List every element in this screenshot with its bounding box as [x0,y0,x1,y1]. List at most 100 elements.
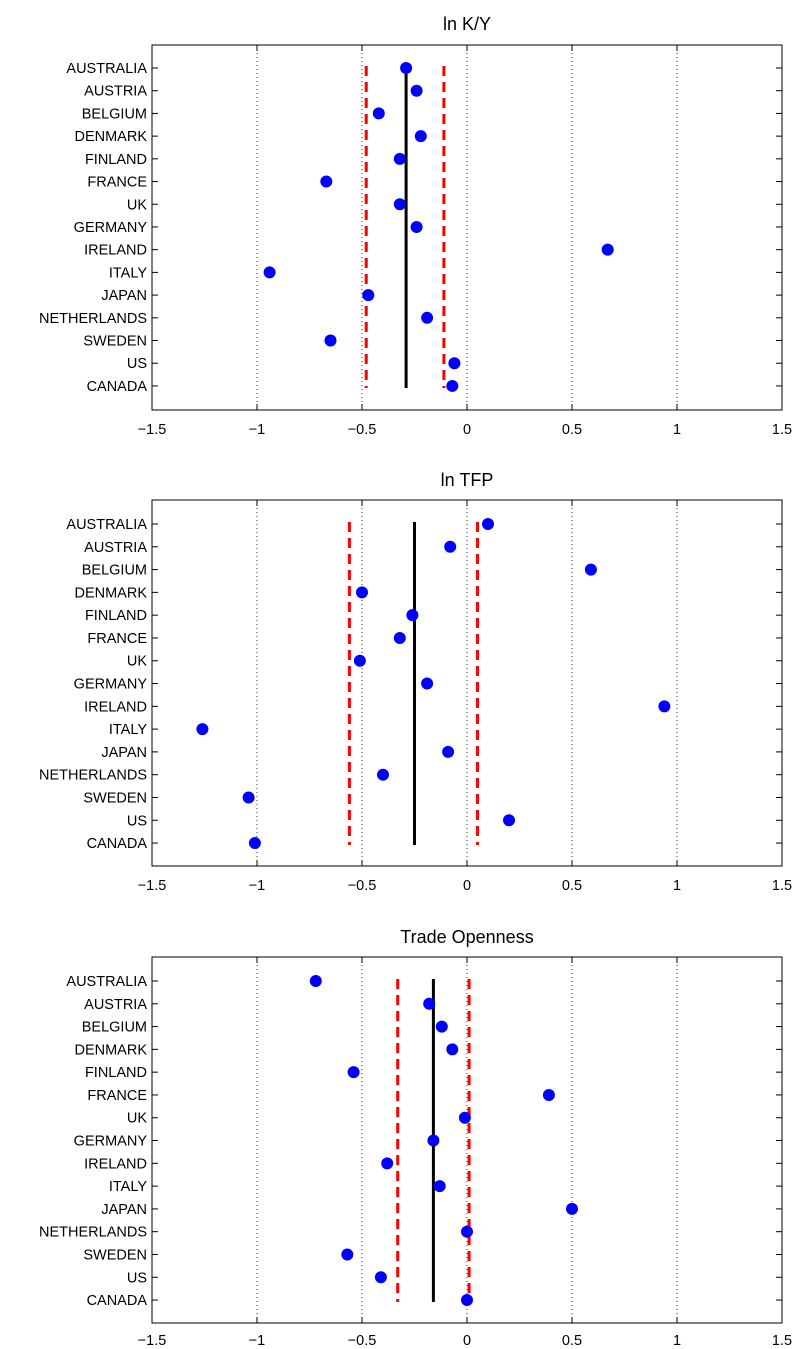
category-label: BELGIUM [82,1020,147,1036]
category-label: NETHERLANDS [39,768,147,784]
axes-box [151,956,783,1324]
category-label: IRELAND [84,243,147,259]
data-point [435,1020,448,1033]
x-tick-label: −1 [249,878,266,894]
data-point [601,243,614,256]
data-point [381,1157,394,1170]
category-label: GERMANY [74,1134,148,1150]
category-label: UK [127,197,147,213]
chart-title: Trade Openness [400,927,533,947]
data-point [248,837,261,850]
category-label: AUSTRALIA [66,517,147,533]
data-point [400,62,413,74]
chart-panel-2: ln TFP −1.5 −1 −0.5 0 0.5 1 1.5 AUSTRALIA AUSTRIA… [39,470,792,894]
data-point [406,609,419,622]
category-label: AUSTRIA [84,997,147,1013]
data-point [324,334,337,347]
x-tick-label: 1.5 [772,878,792,894]
category-label: AUSTRIA [84,84,147,100]
chart-panel-3: Trade Openness −1.5 −1 −0.5 0 0.5 1 1.5 AUSTRALI… [39,927,792,1349]
x-tick-label: 0 [463,878,471,894]
category-label: AUSTRIA [84,540,147,556]
data-point [393,198,406,211]
data-point [444,540,457,553]
x-tick-label: 0.5 [562,878,582,894]
category-label: NETHERLANDS [39,1225,147,1241]
data-point [341,1248,354,1261]
data-point [347,1066,360,1079]
x-tick-label: −0.5 [348,1333,377,1349]
x-tick-label: 1 [673,1333,681,1349]
category-label: ITALY [109,1179,147,1195]
category-label: US [127,813,147,829]
category-label: IRELAND [84,699,147,715]
x-tick-label: −1 [249,422,266,438]
data-point [503,814,515,827]
data-point [414,130,427,143]
chart-title: ln TFP [441,470,494,490]
category-label: UK [127,654,147,670]
data-point [584,563,597,576]
x-tick-label: −0.5 [348,422,377,438]
axes-box [151,499,783,867]
x-tick-label: 0.5 [562,422,582,438]
data-point [482,518,494,530]
x-tick-label: 0 [463,1333,471,1349]
data-point [372,107,385,120]
data-point [427,1134,440,1147]
data-point [658,700,671,713]
category-label: CANADA [87,836,148,852]
data-point [461,1294,473,1307]
data-point [458,1111,471,1124]
data-point [423,997,436,1010]
data-point [446,1043,459,1056]
x-tick-label: −1.5 [138,422,167,438]
x-tick-label: 1 [673,878,681,894]
category-label: FRANCE [87,631,147,647]
category-label: FINLAND [85,152,147,168]
category-label: UK [127,1111,147,1127]
category-label: DENMARK [74,1042,147,1058]
x-tick-label: −0.5 [348,878,377,894]
x-tick-label: 1.5 [772,1333,792,1349]
category-label: ITALY [109,722,147,738]
category-label: JAPAN [101,1202,147,1218]
category-label: BELGIUM [82,563,147,579]
data-point [433,1180,446,1193]
data-point [566,1202,578,1215]
category-label: AUSTRALIA [66,61,147,77]
data-point [393,631,406,644]
category-label: CANADA [87,1293,148,1309]
category-label: SWEDEN [83,334,147,350]
category-label: CANADA [87,379,148,395]
data-point [320,175,333,188]
category-label: DENMARK [74,585,147,601]
data-point [309,975,322,987]
data-point [362,289,375,302]
data-point [196,723,209,736]
x-tick-label: −1.5 [138,878,167,894]
category-label: JAPAN [101,288,147,304]
data-point [410,84,423,97]
category-label: US [127,1270,147,1286]
chart-panel-1: ln K/Y −1.5 −1 −0.5 0 0.5 1 1.5 AUSTRALIA AUSTRIA… [39,14,792,438]
data-point [446,379,459,392]
category-label: ITALY [109,265,147,281]
x-tick-label: 1 [673,422,681,438]
category-label: SWEDEN [83,1247,147,1263]
data-point [461,1225,473,1238]
x-tick-label: −1 [249,1333,266,1349]
axes-box [151,44,783,411]
category-label: JAPAN [101,745,147,761]
data-point [377,768,389,781]
x-tick-label: −1.5 [138,1333,167,1349]
category-label: IRELAND [84,1156,147,1172]
category-label: GERMANY [74,677,148,693]
category-label: NETHERLANDS [39,311,147,327]
category-label: FRANCE [87,1088,147,1104]
chart-title: ln K/Y [443,14,491,34]
data-point [448,357,461,370]
x-tick-label: 0.5 [562,1333,582,1349]
data-point [421,311,434,324]
